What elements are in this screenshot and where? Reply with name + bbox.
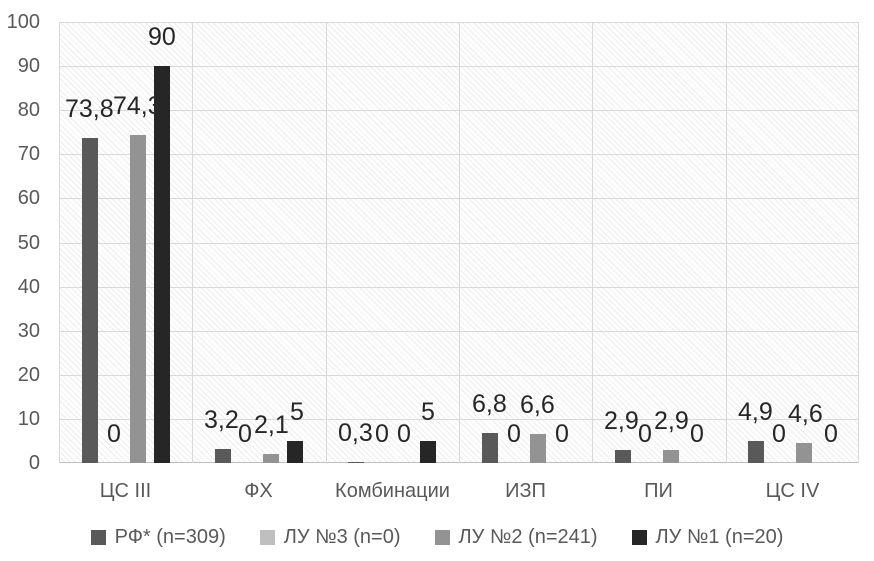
bar <box>420 441 436 463</box>
plot-area: 73,8 0 74,3 90 3,2 0 2,1 5 0,3 0 0 5 6,8 0 6,6 0 2,9 0 2,9… <box>59 22 859 463</box>
y-axis-tick-label: 90 <box>17 55 40 77</box>
bar-value-label: 90 <box>148 23 176 51</box>
category-label: ФХ <box>244 480 273 502</box>
legend-item-label: ЛУ №3 (n=0) <box>283 526 401 548</box>
legend-item: ЛУ №3 (n=0) <box>259 524 401 550</box>
bar <box>615 450 631 463</box>
legend: РФ* (n=309) ЛУ №3 (n=0) ЛУ №2 (n=241) ЛУ №1… <box>0 523 874 551</box>
vertical-gridline <box>192 22 193 463</box>
bar <box>154 66 170 463</box>
bar-value-label: 6,6 <box>520 391 555 419</box>
category-label: ЦС IV <box>765 480 820 502</box>
legend-swatch <box>631 529 647 545</box>
vertical-gridline <box>59 22 60 463</box>
y-axis-tick-label: 100 <box>6 11 40 33</box>
bar-value-label: 5 <box>421 398 435 426</box>
bar <box>748 441 764 463</box>
legend-item-label: РФ* (n=309) <box>114 526 226 548</box>
y-axis-tick-label: 20 <box>17 364 40 386</box>
bar <box>130 135 146 463</box>
bar-value-label: 0 <box>397 420 411 448</box>
legend-item: ЛУ №2 (n=241) <box>434 524 598 550</box>
bar-value-label: 3,2 <box>204 406 239 434</box>
y-axis-tick-label: 70 <box>17 143 40 165</box>
legend-swatch <box>90 529 106 545</box>
legend-item: ЛУ №1 (n=20) <box>631 524 784 550</box>
bar-value-label: 0 <box>375 420 389 448</box>
y-axis-tick-label: 10 <box>17 408 40 430</box>
bar-value-label: 73,8 <box>65 95 114 123</box>
bar <box>482 433 498 463</box>
category-label: ПИ <box>644 480 673 502</box>
y-axis-tick-label: 50 <box>17 232 40 254</box>
bar-value-label: 2,9 <box>654 407 689 435</box>
vertical-gridline <box>326 22 327 463</box>
bar <box>215 449 231 463</box>
bar-value-label: 0 <box>555 420 569 448</box>
bar-value-label: 0 <box>690 420 704 448</box>
y-axis-tick-label: 40 <box>17 276 40 298</box>
category-label: ЦС III <box>99 480 152 502</box>
bar-value-label: 0 <box>824 420 838 448</box>
legend-item-label: ЛУ №1 (n=20) <box>655 526 784 548</box>
y-axis-tick-label: 60 <box>17 187 40 209</box>
legend-item: РФ* (n=309) <box>90 524 226 550</box>
bar-value-label: 4,6 <box>788 400 823 428</box>
bar-value-label: 0 <box>772 420 786 448</box>
bar <box>348 462 364 463</box>
bar-value-label: 74,3 <box>113 92 162 120</box>
bar-value-label: 6,8 <box>472 390 507 418</box>
vertical-gridline <box>726 22 727 463</box>
bar-value-label: 0,3 <box>338 419 373 447</box>
bar-value-label: 0 <box>238 420 252 448</box>
vertical-gridline <box>459 22 460 463</box>
bar <box>82 138 98 463</box>
bar <box>530 434 546 463</box>
bar-value-label: 4,9 <box>738 398 773 426</box>
bar-value-label: 0 <box>638 420 652 448</box>
bar <box>796 443 812 463</box>
bar-value-label: 2,1 <box>254 411 289 439</box>
bar-value-label: 0 <box>107 420 121 448</box>
legend-swatch <box>259 529 275 545</box>
vertical-gridline <box>592 22 593 463</box>
category-label: Комбинации <box>335 480 450 502</box>
legend-item-label: ЛУ №2 (n=241) <box>458 526 598 548</box>
bar-value-label: 0 <box>507 420 521 448</box>
vertical-gridline <box>858 22 859 463</box>
bar-value-label: 5 <box>290 398 304 426</box>
bar <box>263 454 279 463</box>
bar <box>287 441 303 463</box>
legend-swatch <box>434 529 450 545</box>
category-label: ИЗП <box>505 480 546 502</box>
bar <box>663 450 679 463</box>
bar-value-label: 2,9 <box>604 407 639 435</box>
y-axis-tick-label: 30 <box>17 320 40 342</box>
y-axis-tick-label: 0 <box>28 452 40 474</box>
y-axis-tick-label: 80 <box>17 99 40 121</box>
